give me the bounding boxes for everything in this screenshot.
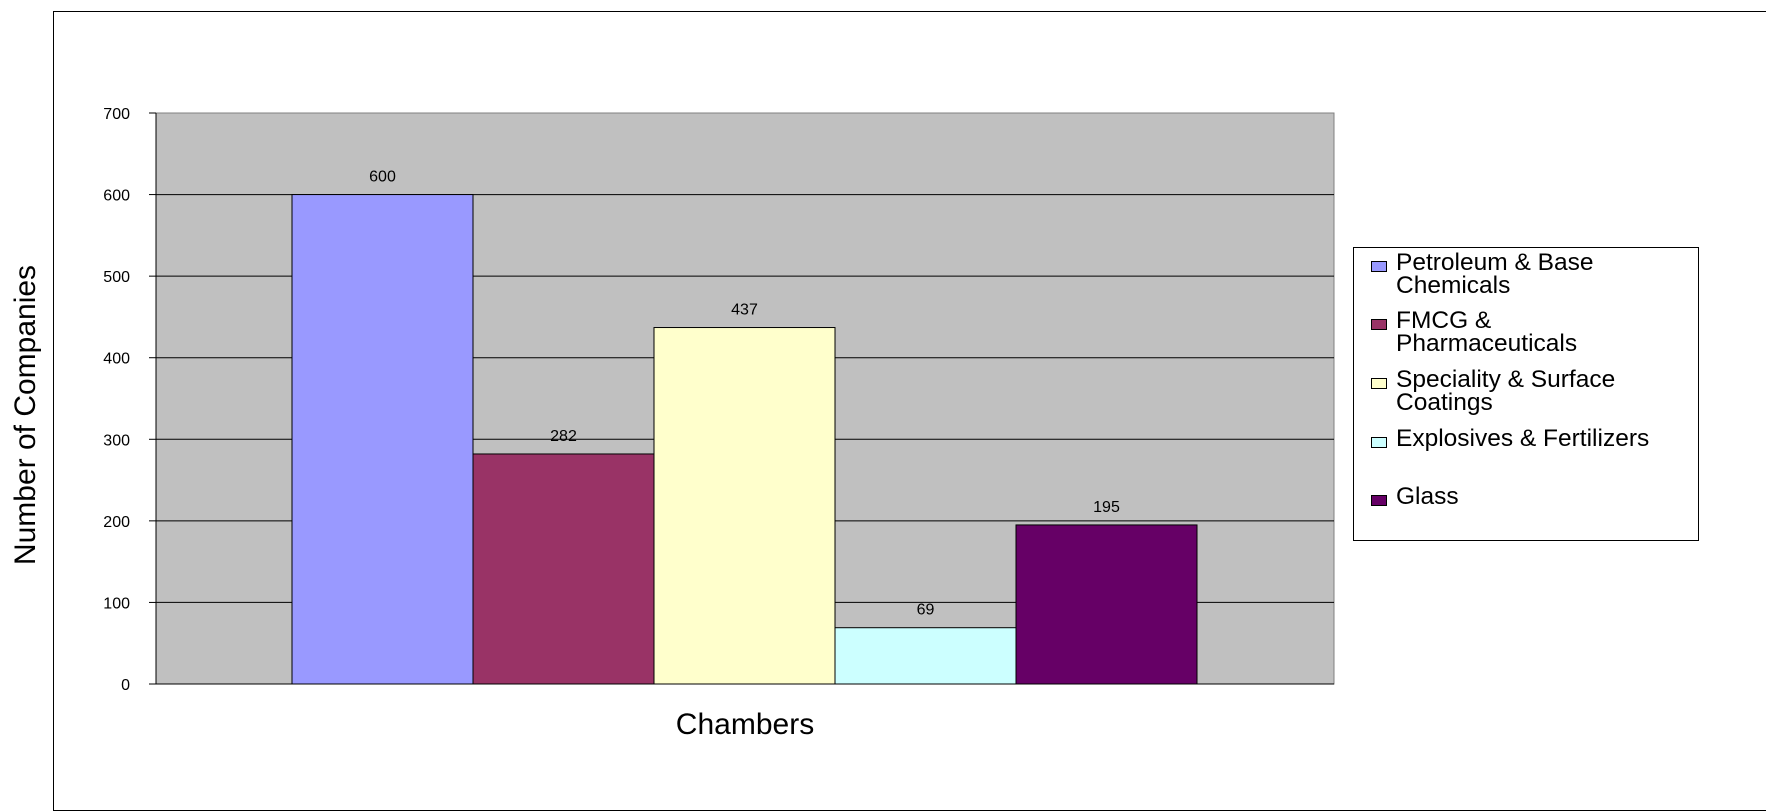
legend-label: Glass [1396, 483, 1459, 510]
bar [653, 327, 836, 685]
bar [1015, 524, 1198, 685]
y-tick-label: 700 [103, 106, 130, 123]
legend: Petroleum & Base Chemicals FMCG & Pharmaceu… [1353, 247, 1699, 541]
bars [291, 194, 1198, 685]
data-label: 282 [550, 428, 577, 445]
y-tick-label: 500 [103, 269, 130, 286]
data-labels: 600 282 437 69 195 [369, 169, 1120, 619]
y-axis-ticks: 0 100 200 300 400 500 600 700 [103, 106, 156, 694]
legend-swatch [1371, 437, 1387, 448]
legend-label: FMCG & Pharmaceuticals [1396, 307, 1578, 357]
bar [834, 627, 1017, 685]
bar [291, 194, 474, 685]
legend-label: Speciality & Surface Coatings [1396, 366, 1616, 416]
legend-swatch [1371, 319, 1387, 330]
data-label: 195 [1093, 499, 1120, 516]
legend-label: Explosives & Fertilizers [1396, 425, 1650, 452]
bar-chart: 0 100 200 300 400 500 600 700 600 282 437 69 195 [103, 106, 1335, 694]
bar [472, 453, 655, 685]
data-label: 69 [917, 602, 935, 619]
legend-swatch [1371, 261, 1387, 272]
legend-swatch [1371, 378, 1387, 389]
x-axis-title: Chambers [675, 708, 815, 741]
data-label: 437 [731, 302, 758, 319]
y-tick-label: 0 [121, 677, 130, 694]
y-axis-title: Number of Companies [9, 264, 42, 566]
y-tick-label: 200 [103, 514, 130, 531]
legend-label: Petroleum & Base Chemicals [1396, 249, 1594, 299]
y-tick-label: 400 [103, 351, 130, 368]
legend-swatch [1371, 495, 1387, 506]
y-tick-label: 100 [103, 595, 130, 612]
data-label: 600 [369, 169, 396, 186]
y-tick-label: 300 [103, 432, 130, 449]
y-tick-label: 600 [103, 188, 130, 205]
